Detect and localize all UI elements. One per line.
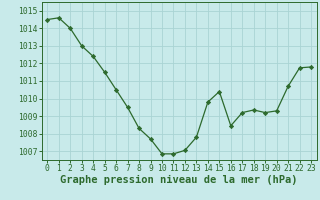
X-axis label: Graphe pression niveau de la mer (hPa): Graphe pression niveau de la mer (hPa) — [60, 175, 298, 185]
